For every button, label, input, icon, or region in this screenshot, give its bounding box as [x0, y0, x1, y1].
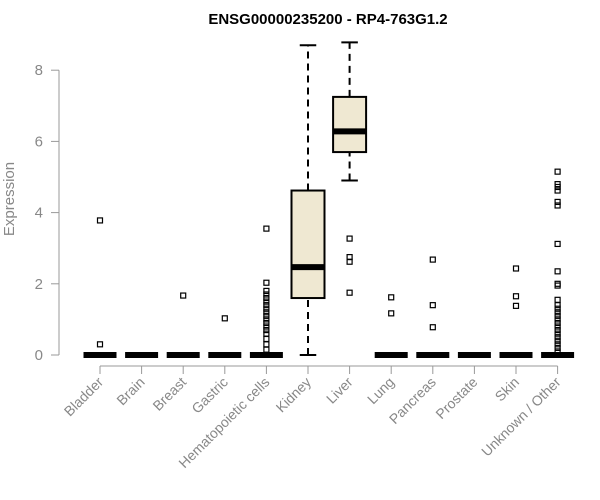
outlier-point [96, 217, 104, 224]
outlier-point [263, 346, 270, 353]
outlier-point [221, 315, 228, 322]
y-tick-label: 2 [35, 276, 43, 293]
box-kidney [290, 44, 326, 356]
outlier-point [554, 348, 561, 355]
outlier-point [512, 302, 520, 309]
x-tick-label: Kidney [273, 374, 315, 416]
outlier-point [554, 240, 561, 248]
outlier-point [263, 326, 270, 334]
outlier-point [263, 287, 270, 295]
y-tick-label: 8 [35, 62, 43, 79]
box-lung [374, 294, 408, 358]
outlier-point [554, 344, 561, 351]
x-tick-label: Lung [364, 374, 397, 407]
outlier-point [263, 305, 270, 312]
x-tick-label: Bladder [61, 374, 107, 420]
outlier-point [554, 337, 561, 344]
outlier-point [554, 309, 561, 316]
y-tick-label: 0 [35, 347, 43, 364]
outlier-point [554, 202, 561, 209]
outlier-point [180, 292, 187, 299]
box-unknown-other [541, 168, 575, 358]
chart-title: ENSG00000235200 - RP4-763G1.2 [208, 11, 447, 28]
box-liver [332, 41, 368, 296]
outlier-point [554, 312, 561, 319]
outlier-point [512, 265, 520, 272]
x-tick-label: Brain [113, 374, 147, 408]
outlier-point [554, 302, 561, 309]
outlier-point [554, 280, 561, 287]
outlier-point [554, 181, 561, 188]
outlier-point [429, 256, 436, 263]
outlier-point [263, 309, 270, 316]
outlier-point [429, 302, 436, 309]
y-tick-label: 6 [35, 133, 43, 150]
outlier-point [554, 334, 561, 341]
outlier-point [263, 294, 270, 302]
outlier-point [346, 254, 353, 261]
outlier-point [346, 289, 353, 296]
y-tick-label: 4 [35, 205, 43, 222]
outlier-point [263, 298, 270, 305]
outlier-point [263, 291, 270, 298]
outlier-point [554, 323, 561, 330]
box-iqr [290, 189, 326, 300]
outlier-point [554, 282, 561, 289]
box-bladder [83, 217, 117, 358]
x-tick-label: Liver [323, 374, 356, 407]
y-axis-label: Expression [1, 162, 18, 236]
box-breast [166, 292, 200, 358]
outlier-point [388, 310, 395, 317]
outlier-point [554, 296, 561, 303]
outlier-point [554, 187, 561, 194]
outlier-point [554, 326, 561, 334]
box-hematopoietic-cells [249, 225, 283, 358]
outlier-point [263, 302, 270, 309]
outlier-point [429, 324, 436, 331]
x-tick-label: Unknown / Other [478, 374, 564, 460]
outlier-point [554, 341, 561, 348]
box-pancreas [416, 256, 450, 358]
outlier-point [554, 168, 561, 175]
outlier-point [512, 293, 520, 300]
box-gastric [208, 315, 242, 358]
x-tick-label: Skin [492, 374, 523, 405]
y-axis: 0 2 4 6 8 [35, 62, 60, 364]
outlier-point [96, 341, 104, 348]
outlier-point [263, 225, 270, 232]
box-iqr [332, 95, 368, 154]
outlier-point [263, 316, 270, 323]
box-skin [499, 265, 533, 358]
outlier-point [263, 319, 270, 327]
outlier-point [554, 316, 561, 323]
outlier-point [263, 330, 270, 337]
outlier-point [263, 279, 270, 286]
outlier-point [554, 268, 561, 275]
outlier-point [263, 323, 270, 330]
outlier-point [263, 312, 270, 319]
outlier-point [554, 319, 561, 327]
x-tick-label: Breast [149, 374, 189, 414]
outlier-point [263, 341, 270, 348]
outlier-point [554, 198, 561, 206]
outlier-point [263, 335, 270, 343]
outlier-point [346, 235, 353, 242]
outlier-point [388, 294, 395, 301]
outlier-point [554, 305, 561, 312]
box-series [83, 41, 575, 358]
outlier-point [554, 330, 561, 337]
x-tick-label: Prostate [432, 374, 480, 422]
